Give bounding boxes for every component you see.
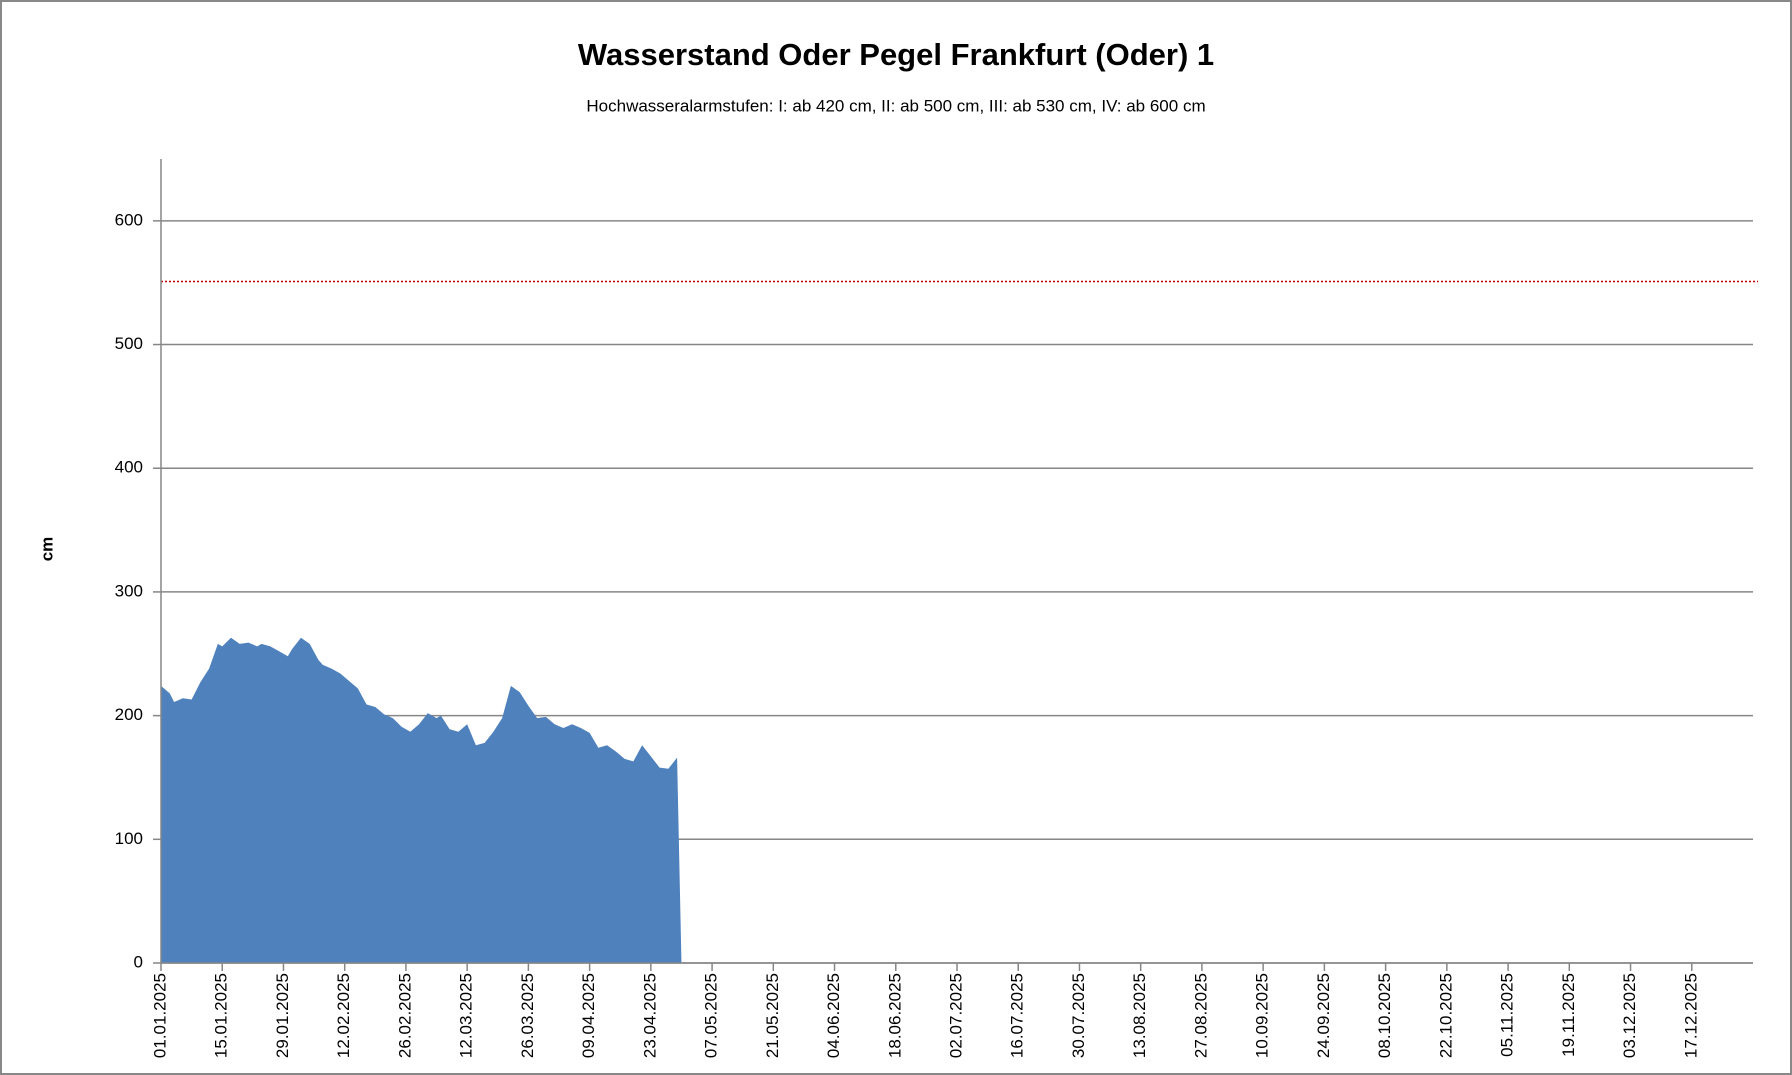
x-tick-label: 03.12.2025 [1620, 973, 1639, 1058]
chart-title: Wasserstand Oder Pegel Frankfurt (Oder) … [578, 37, 1214, 72]
y-axis-label: cm [37, 537, 56, 562]
x-tick-label: 15.01.2025 [212, 973, 231, 1058]
y-tick-label: 100 [115, 829, 143, 848]
x-tick-label: 24.09.2025 [1314, 973, 1333, 1058]
y-tick-label: 600 [115, 210, 143, 229]
x-tick-label: 13.08.2025 [1130, 973, 1149, 1058]
x-tick-label: 12.02.2025 [334, 973, 353, 1058]
x-tick-label: 26.02.2025 [395, 973, 414, 1058]
x-tick-label: 30.07.2025 [1069, 973, 1088, 1058]
y-tick-label: 0 [134, 952, 143, 971]
x-tick-label: 16.07.2025 [1008, 973, 1027, 1058]
x-tick-label: 12.03.2025 [457, 973, 476, 1058]
x-tick-label: 26.03.2025 [518, 973, 537, 1058]
x-tick-label: 17.12.2025 [1681, 973, 1700, 1058]
x-tick-label: 04.06.2025 [824, 973, 843, 1058]
x-tick-label: 23.04.2025 [640, 973, 659, 1058]
x-tick-label: 10.09.2025 [1253, 973, 1272, 1058]
x-tick-label: 02.07.2025 [946, 973, 965, 1058]
area [161, 637, 682, 963]
y-tick-label: 400 [115, 458, 143, 477]
x-tick-label: 05.11.2025 [1498, 973, 1517, 1057]
x-tick-label: 27.08.2025 [1191, 973, 1210, 1058]
x-tick-label: 22.10.2025 [1436, 973, 1455, 1058]
x-tick-label: 18.06.2025 [885, 973, 904, 1058]
x-tick-label: 21.05.2025 [763, 973, 782, 1058]
x-tick-label: 19.11.2025 [1559, 973, 1578, 1057]
x-tick-label: 07.05.2025 [702, 973, 721, 1058]
y-tick-label: 200 [115, 705, 143, 724]
x-tick-label: 29.01.2025 [273, 973, 292, 1058]
x-tick-label: 09.04.2025 [579, 973, 598, 1058]
y-tick-label: 500 [115, 334, 143, 353]
x-tick-label: 01.01.2025 [150, 973, 169, 1058]
y-tick-label: 300 [115, 581, 143, 600]
x-tick-label: 08.10.2025 [1375, 973, 1394, 1058]
chart-subtitle: Hochwasseralarmstufen: I: ab 420 cm, II:… [586, 96, 1205, 115]
